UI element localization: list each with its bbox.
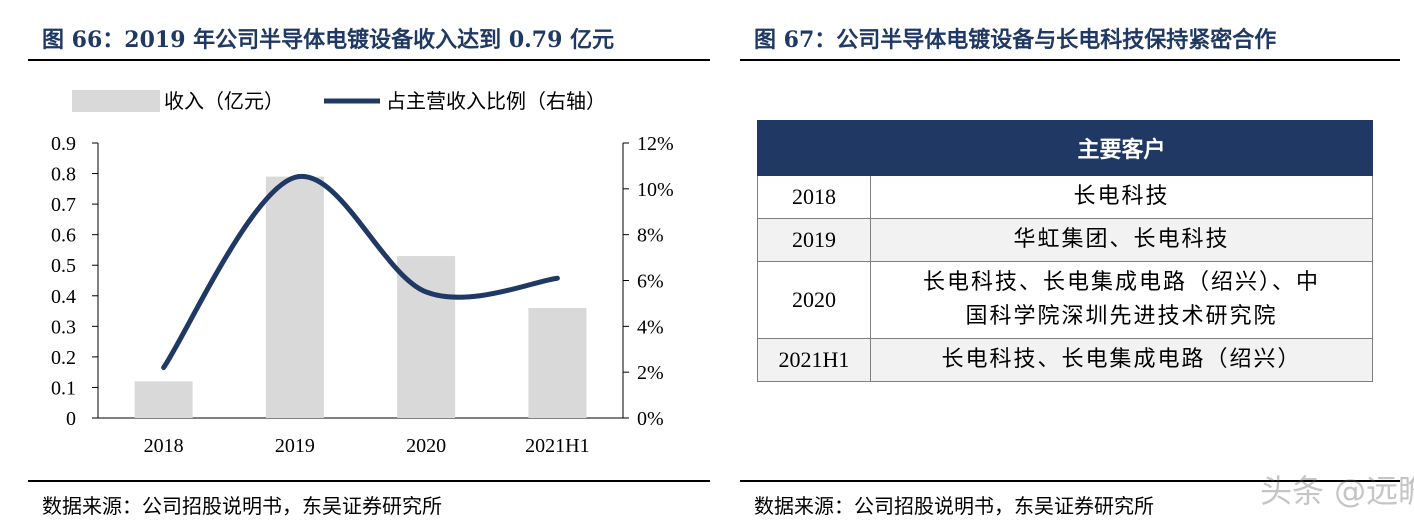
figure-66-panel: 图 66：2019 年公司半导体电镀设备收入达到 0.79 亿元 收入（亿元） 占… <box>28 0 710 531</box>
customer-table: 主要客户 2018 长电科技 2019 华虹集团、长电科技 2020 长电科技、长电集成电… <box>757 120 1373 382</box>
bottom-rule <box>28 480 710 482</box>
customers-line: 国科学院深圳先进技术研究院 <box>965 304 1278 329</box>
year-cell: 2018 <box>757 175 871 219</box>
year-cell: 2021H1 <box>757 338 871 382</box>
figure-66-title: 图 66：2019 年公司半导体电镀设备收入达到 0.79 亿元 <box>42 27 615 53</box>
x-tick-label: 2020 <box>406 435 446 457</box>
customers-line: 华虹集团、长电科技 <box>1013 227 1230 252</box>
legend-label-revenue: 收入（亿元） <box>164 89 284 113</box>
x-tick-label: 2018 <box>144 435 184 457</box>
customers-cell: 华虹集团、长电科技 <box>870 218 1373 262</box>
header-blank-cell <box>757 120 871 176</box>
customers-cell: 长电科技 <box>870 175 1373 219</box>
customers-line: 长电科技 <box>1073 184 1170 209</box>
watermark: 头条 @远瞻智库 <box>1260 472 1414 510</box>
bottom-rule <box>740 480 1400 482</box>
table-row: 2018 长电科技 <box>757 175 1373 219</box>
customers-line: 长电科技、长电集成电路（绍兴） <box>941 347 1302 372</box>
bar-revenue-2020 <box>397 256 456 418</box>
table-row: 2020 长电科技、长电集成电路（绍兴）、中 国科学院深圳先进技术研究院 <box>757 261 1373 339</box>
header-customers-cell: 主要客户 <box>870 120 1373 176</box>
left-tick-label: 0.6 <box>51 225 76 247</box>
left-tick-label: 0.4 <box>51 286 76 308</box>
revenue-chart: 收入（亿元） 占主营收入比例（右轴） 0 0.1 0.2 0.3 0.4 0.5 0.6 0.7 0… <box>51 89 674 457</box>
left-tick-label: 0.7 <box>51 194 76 216</box>
left-tick-label: 0 <box>66 408 76 430</box>
right-tick-label: 12% <box>637 133 674 155</box>
bar-revenue-2019 <box>265 176 324 418</box>
x-tick-label: 2021H1 <box>525 435 589 457</box>
figure-67-panel: 图 67：公司半导体电镀设备与长电科技保持紧密合作 主要客户 2018 长电科技 2… <box>740 0 1414 531</box>
customers-line: 长电科技、长电集成电路（绍兴）、中 <box>922 270 1320 295</box>
left-tick-label: 0.9 <box>51 133 76 155</box>
right-tick-label: 8% <box>637 225 664 247</box>
figure-66-source: 数据来源：公司招股说明书，东吴证券研究所 <box>42 494 442 518</box>
year-cell: 2019 <box>757 218 871 262</box>
left-tick-label: 0.1 <box>51 377 76 399</box>
bar-revenue-2018 <box>134 381 193 418</box>
customers-cell: 长电科技、长电集成电路（绍兴）、中 国科学院深圳先进技术研究院 <box>870 261 1373 339</box>
left-tick-label: 0.5 <box>51 255 76 277</box>
year-cell: 2020 <box>757 261 871 339</box>
ratio-line <box>161 173 560 371</box>
left-tick-label: 0.3 <box>51 316 76 338</box>
right-tick-label: 10% <box>637 179 674 201</box>
left-tick-label: 0.8 <box>51 164 76 186</box>
legend-label-ratio: 占主营收入比例（右轴） <box>386 89 606 113</box>
top-rule <box>28 59 710 61</box>
table-row: 2021H1 长电科技、长电集成电路（绍兴） <box>757 338 1373 382</box>
figure-67-title: 图 67：公司半导体电镀设备与长电科技保持紧密合作 <box>754 27 1277 53</box>
right-tick-label: 0% <box>637 408 664 430</box>
right-tick-label: 4% <box>637 316 664 338</box>
top-rule <box>740 59 1400 61</box>
bar-revenue-2021H1 <box>528 308 587 418</box>
left-tick-label: 0.2 <box>51 347 76 369</box>
customers-cell: 长电科技、长电集成电路（绍兴） <box>870 338 1373 382</box>
figure-67-source: 数据来源：公司招股说明书，东吴证券研究所 <box>754 494 1154 518</box>
x-tick-label: 2019 <box>275 435 315 457</box>
legend-bar-swatch <box>72 90 160 112</box>
table-header-row: 主要客户 <box>757 120 1373 176</box>
right-tick-label: 2% <box>637 362 664 384</box>
right-tick-label: 6% <box>637 271 664 293</box>
table-row: 2019 华虹集团、长电科技 <box>757 218 1373 262</box>
